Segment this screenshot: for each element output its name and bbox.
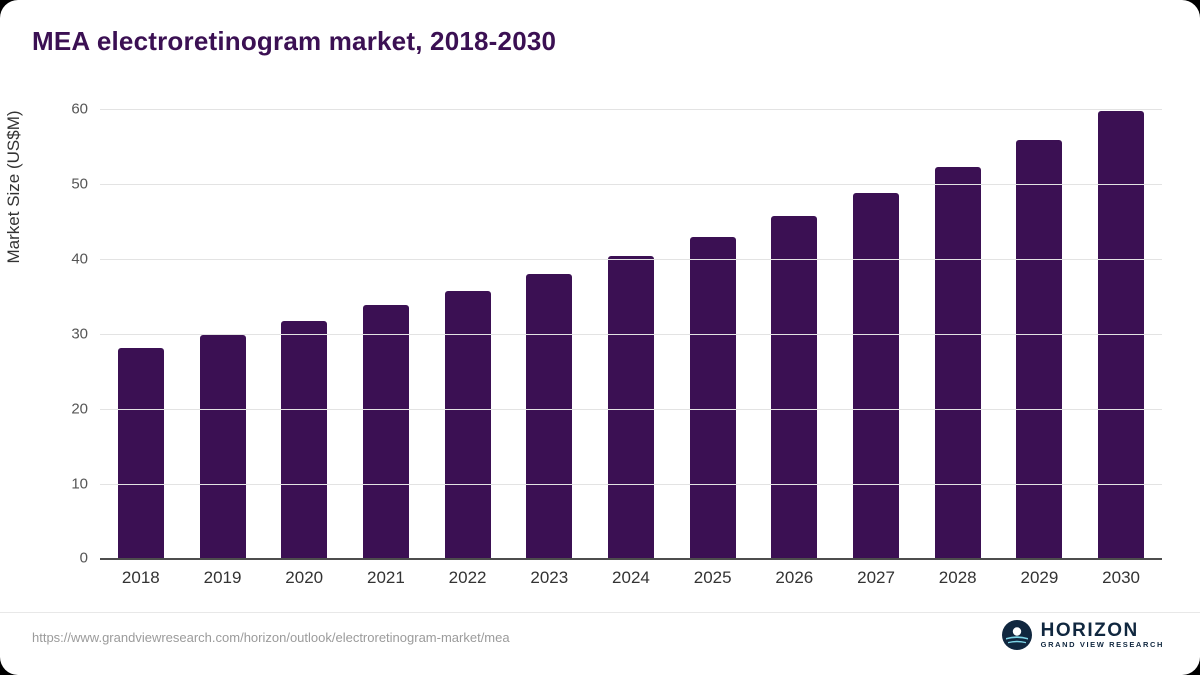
bar-slot-2030 <box>1080 110 1162 560</box>
gridline-10: 10 <box>71 476 1162 493</box>
gridline-40: 40 <box>71 251 1162 268</box>
bar-slot-2025 <box>672 110 754 560</box>
gridline-0: 0 <box>80 550 1162 567</box>
plot-area: 0 10 20 30 40 50 60 <box>71 101 1162 567</box>
horizon-logo: HORIZON GRAND VIEW RESEARCH <box>1001 619 1164 650</box>
y-tick-label-50: 50 <box>71 175 88 193</box>
x-label-2022: 2022 <box>448 568 487 587</box>
x-label-2030: 2030 <box>1102 568 1140 587</box>
bar-2029 <box>1016 140 1063 560</box>
x-label-2023: 2023 <box>530 568 569 587</box>
bar-slot-2024 <box>590 110 672 560</box>
y-axis-label: Market Size (US$M) <box>4 110 23 264</box>
bar-slot-2023 <box>508 110 590 560</box>
x-label-2028: 2028 <box>938 568 977 587</box>
gridline-50: 50 <box>71 176 1162 193</box>
bar-2025 <box>689 236 736 560</box>
x-label-2018: 2018 <box>121 568 160 587</box>
bar-slot-2028 <box>917 110 999 560</box>
bars-container <box>100 110 1162 560</box>
gridline-30: 30 <box>71 326 1162 343</box>
x-label-2024: 2024 <box>612 568 650 587</box>
gridline-20: 20 <box>71 401 1162 418</box>
y-tick-label-30: 30 <box>71 325 88 343</box>
y-tick-label-10: 10 <box>71 475 88 493</box>
bar-2022 <box>444 290 491 560</box>
bar-2024 <box>607 256 654 560</box>
horizon-logo-icon <box>1001 620 1032 650</box>
bar-2023 <box>526 274 573 560</box>
footer-divider <box>0 612 1200 613</box>
bar-2028 <box>934 167 981 560</box>
x-label-2026: 2026 <box>775 568 814 587</box>
horizon-logo-text: HORIZON GRAND VIEW RESEARCH <box>1040 619 1164 650</box>
x-label-2029: 2029 <box>1020 568 1059 587</box>
bar-2027 <box>853 192 900 560</box>
bar-2026 <box>771 215 818 560</box>
y-tick-label-0: 0 <box>79 549 88 567</box>
bar-2019 <box>199 335 246 560</box>
x-label-2019: 2019 <box>203 568 242 587</box>
chart-title: MEA electroretinogram market, 2018-2030 <box>32 26 557 56</box>
y-tick-label-60: 60 <box>71 100 88 118</box>
x-label-2027: 2027 <box>857 568 895 587</box>
bar-2020 <box>281 320 328 560</box>
source-url: https://www.grandviewresearch.com/horizo… <box>32 630 510 645</box>
bar-slot-2018 <box>100 110 182 560</box>
logo-name: HORIZON <box>1040 619 1139 641</box>
bar-slot-2019 <box>182 110 264 560</box>
bar-slot-2029 <box>999 110 1081 560</box>
bar-slot-2021 <box>345 110 427 560</box>
bar-slot-2020 <box>263 110 345 560</box>
logo-subtitle: GRAND VIEW RESEARCH <box>1040 640 1164 650</box>
x-axis-labels: 2018 2019 2020 2021 2022 2023 2024 2025 2026 2027… <box>100 568 1162 588</box>
bar-2021 <box>362 305 409 560</box>
y-tick-label-20: 20 <box>71 400 88 418</box>
bar-slot-2022 <box>427 110 509 560</box>
gridline-60: 60 <box>71 101 1162 118</box>
x-label-2020: 2020 <box>285 568 324 587</box>
y-tick-label-40: 40 <box>71 250 88 268</box>
bar-slot-2026 <box>754 110 836 560</box>
bar-slot-2027 <box>835 110 917 560</box>
bar-2030 <box>1098 110 1145 560</box>
x-label-2021: 2021 <box>366 568 405 587</box>
x-label-2025: 2025 <box>693 568 732 587</box>
bar-2018 <box>117 347 164 560</box>
